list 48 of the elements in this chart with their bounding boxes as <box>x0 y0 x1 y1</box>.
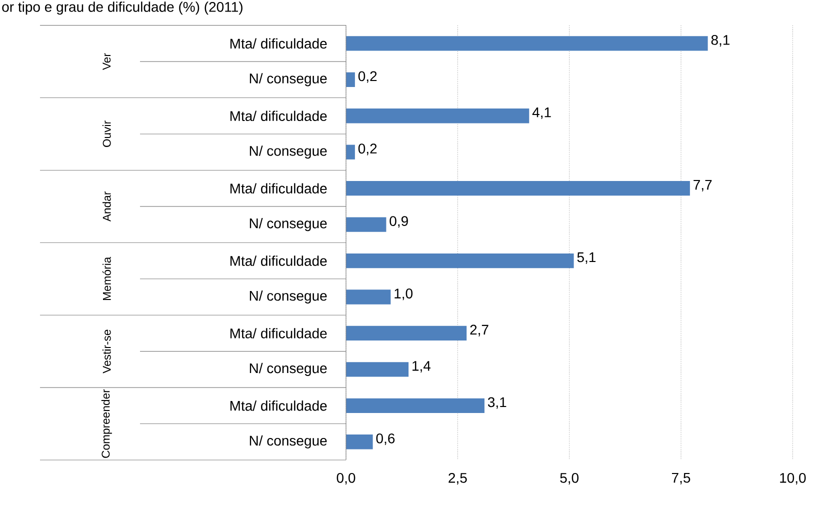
data-label: 4,1 <box>532 107 551 119</box>
y-tick-label: Mta/ dificuldade <box>230 328 327 338</box>
x-tick-label: 2,5 <box>448 472 467 484</box>
data-label: 0,6 <box>376 433 395 445</box>
text: Andar <box>102 191 111 222</box>
y-tick-label: N/ consegue <box>250 72 327 86</box>
text: or tipo e grau de dificuldade (%) (2011) <box>2 1 242 14</box>
x-tick-label: 5,0 <box>560 472 579 484</box>
data-label: 0,9 <box>390 216 408 228</box>
data-label: 0,2 <box>358 144 377 156</box>
bar <box>346 217 386 232</box>
y-tick-label: N/ consegue <box>250 435 327 448</box>
data-label: 1,0 <box>394 288 413 300</box>
text: Ouvir <box>102 120 111 147</box>
y-tick-label: N/ consegue <box>250 218 327 231</box>
x-tick-label: 10,0 <box>780 472 806 484</box>
y-tick-label: Mta/ dificuldade <box>230 38 327 48</box>
y-tick-label: Mta/ dificuldade <box>230 255 327 266</box>
text: Compreender <box>101 389 112 458</box>
y-tick-label: N/ consegue <box>250 145 327 158</box>
data-label: 1,4 <box>412 360 431 372</box>
data-label: 0,2 <box>358 71 377 83</box>
bar <box>346 253 574 268</box>
data-label: 8,1 <box>711 34 730 46</box>
y-tick-label: N/ consegue <box>250 290 327 304</box>
bar <box>346 326 467 340</box>
data-label: 5,1 <box>577 252 596 264</box>
y-tick-label: N/ consegue <box>250 362 327 376</box>
bar <box>346 362 409 377</box>
x-tick-label: 0,0 <box>336 472 356 484</box>
bar <box>346 434 373 450</box>
bar <box>346 180 690 196</box>
bar <box>346 290 391 304</box>
text: Memória <box>102 256 111 300</box>
data-label: 2,7 <box>470 324 488 336</box>
bar <box>346 72 355 87</box>
bar <box>346 108 530 124</box>
y-tick-label: Mta/ dificuldade <box>230 183 327 194</box>
data-label: 3,1 <box>488 397 506 409</box>
bar <box>346 144 355 160</box>
text: Ver <box>102 53 111 70</box>
y-tick-label: Mta/ dificuldade <box>230 400 327 411</box>
data-label: 7,7 <box>694 180 712 192</box>
bar <box>346 36 708 51</box>
bar <box>346 398 484 413</box>
x-tick-label: 7,5 <box>672 472 690 484</box>
text: Vestir-se <box>102 330 111 374</box>
y-tick-label: Mta/ dificuldade <box>230 110 327 121</box>
